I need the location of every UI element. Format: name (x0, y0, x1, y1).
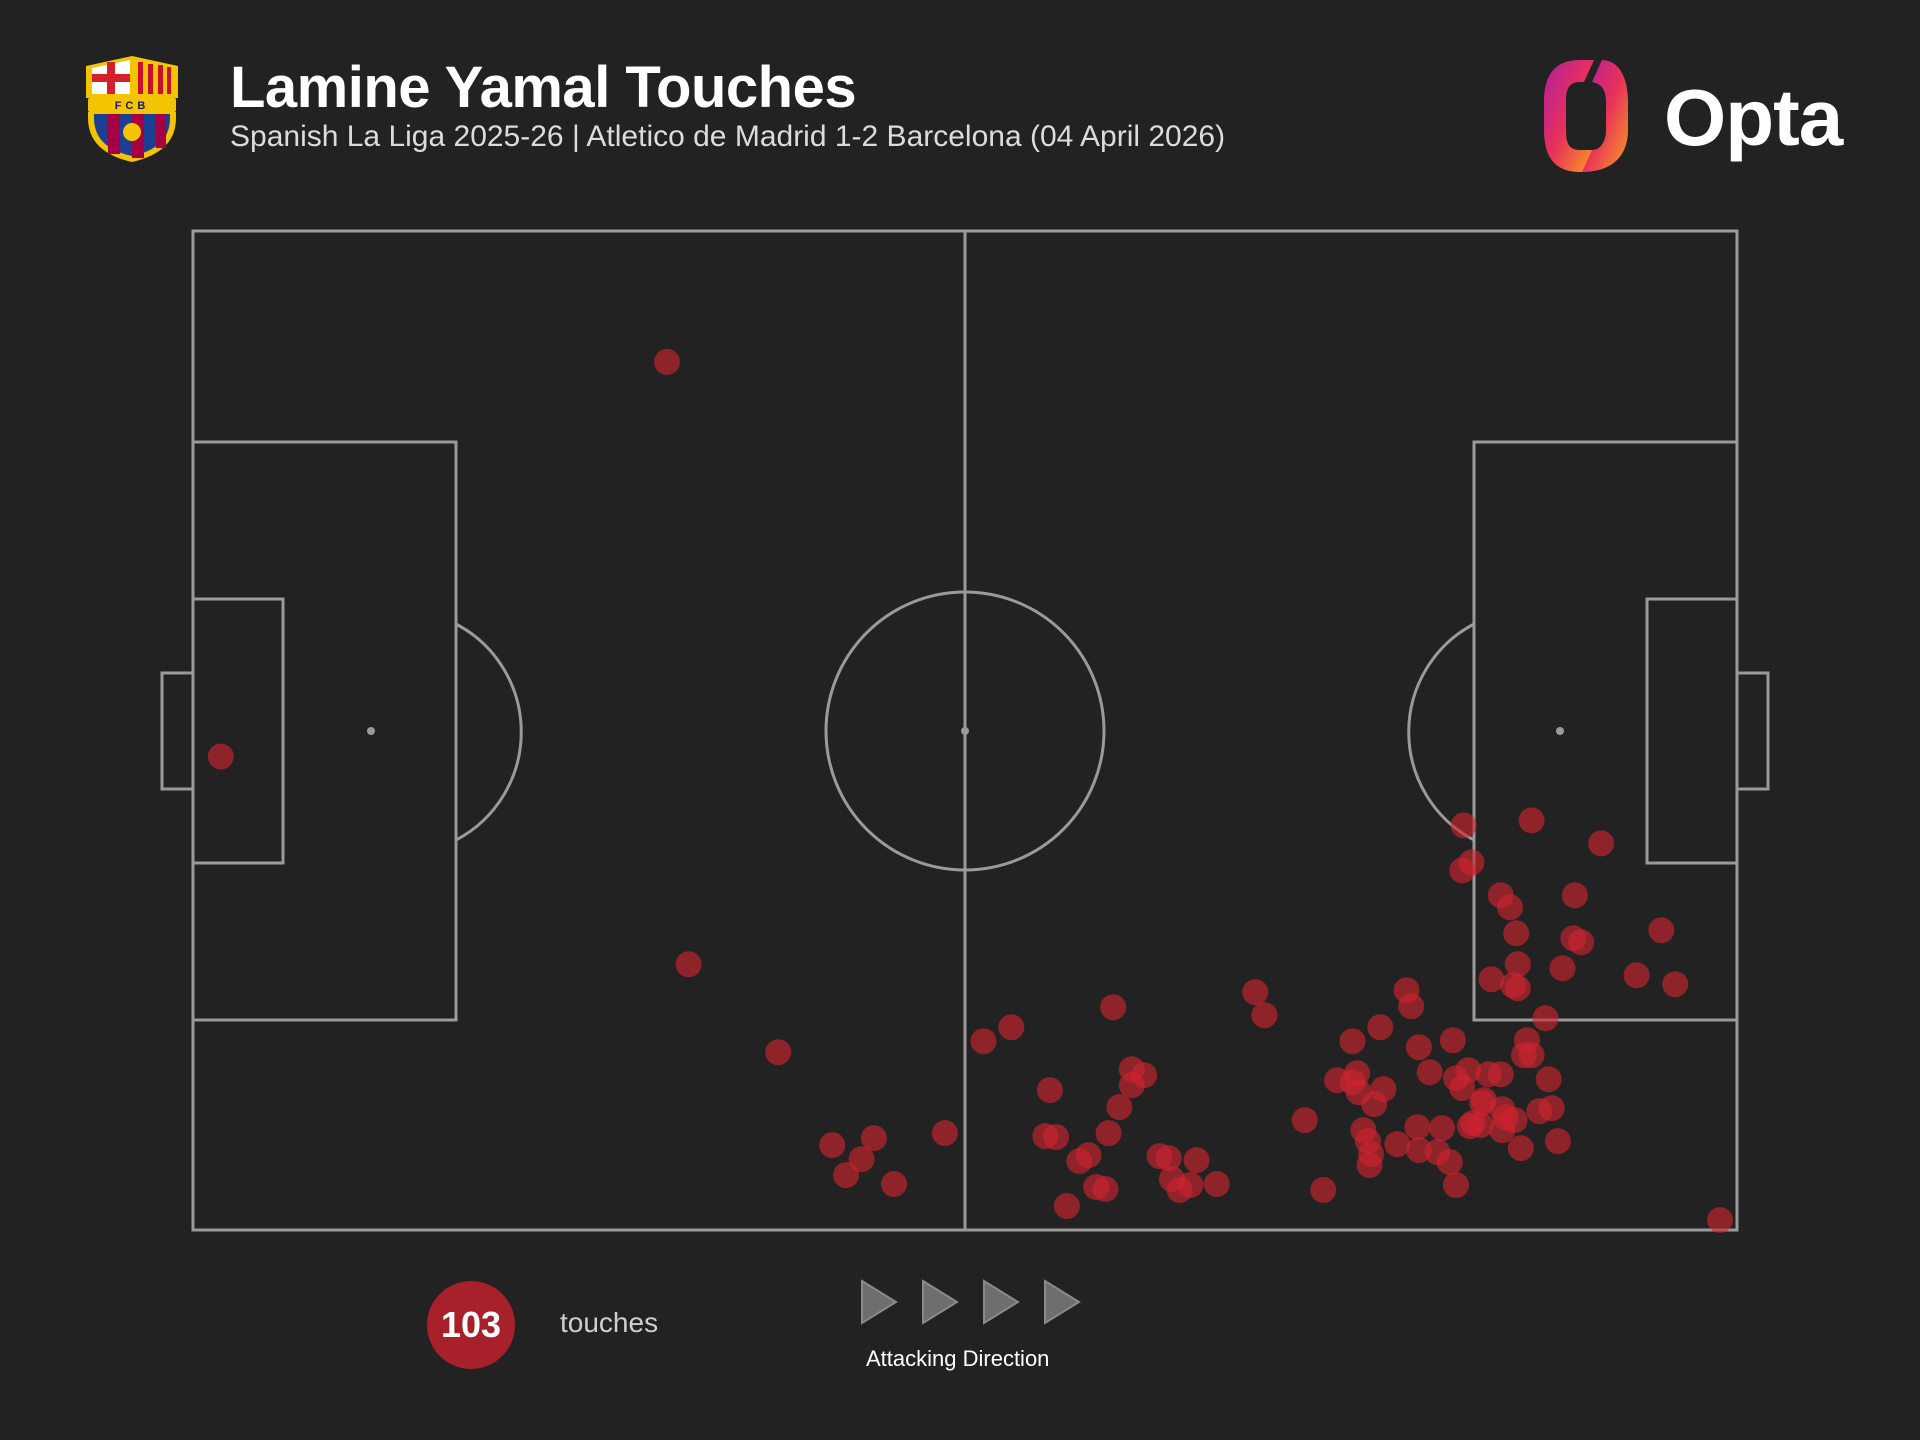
fc-barcelona-crest-icon: FCB (86, 56, 178, 162)
play-arrow-icon (983, 1279, 1020, 1325)
touch-point (1398, 993, 1425, 1020)
touch-count-badge: 103 (427, 1281, 515, 1369)
touch-point (1501, 1107, 1528, 1134)
touch-point (1478, 966, 1505, 993)
touch-point (860, 1125, 887, 1152)
opta-brand-name: Opta (1664, 73, 1843, 162)
centre-circle (824, 590, 1106, 872)
touch-point (1242, 979, 1269, 1006)
crest-letters: FCB (115, 100, 150, 112)
touch-point (1118, 1056, 1145, 1083)
touch-point (1535, 1066, 1562, 1093)
touch-point (1623, 962, 1650, 989)
touch-point (1429, 1115, 1456, 1142)
touch-point (1203, 1171, 1230, 1197)
touch-point (1532, 1005, 1559, 1032)
touch-point (1075, 1142, 1102, 1169)
touch-point (207, 743, 234, 770)
touch-point (833, 1162, 860, 1189)
touch-point (765, 1039, 792, 1066)
touch-point (1344, 1060, 1371, 1087)
touch-point (1549, 955, 1576, 982)
pitch-markings (160, 229, 1770, 1232)
attacking-direction-label: Attacking Direction (866, 1346, 1050, 1371)
left-penalty-arc (455, 622, 523, 842)
touch-point (1053, 1193, 1080, 1219)
touch-point (1467, 1112, 1494, 1139)
touch-point (1450, 812, 1477, 839)
touch-point (1439, 1027, 1466, 1054)
touch-points (207, 348, 1733, 1233)
touch-point (1507, 1135, 1534, 1162)
touch-point (1662, 971, 1689, 998)
touch-point (1648, 917, 1675, 944)
touch-point (1177, 1172, 1204, 1198)
touch-point (1183, 1147, 1210, 1174)
left-penalty-area (191, 440, 458, 1022)
touch-point (931, 1120, 958, 1147)
touch-point (1100, 994, 1127, 1021)
play-arrow-icon (861, 1279, 898, 1325)
play-arrow-icon (1044, 1279, 1081, 1325)
left-goal (160, 671, 195, 791)
touch-point (1405, 1034, 1432, 1061)
centre-spot (961, 727, 969, 735)
touch-point (998, 1014, 1025, 1041)
touch-point (1106, 1094, 1133, 1121)
touch-point (1043, 1124, 1070, 1151)
touch-point (1036, 1077, 1063, 1104)
touch-point (1487, 1061, 1514, 1088)
touch-point (970, 1028, 997, 1055)
touch-point (1356, 1152, 1383, 1179)
right-penalty-spot (1556, 727, 1564, 735)
touch-point (1503, 920, 1530, 947)
touch-point (1588, 830, 1615, 857)
touch-point (1544, 1128, 1571, 1155)
touch-point (1518, 1042, 1545, 1069)
play-arrow-icon (922, 1279, 959, 1325)
touch-point (1092, 1176, 1119, 1202)
attacking-direction-arrows (861, 1279, 1081, 1325)
touch-point (1504, 951, 1531, 978)
touch-point (1560, 925, 1587, 952)
opta-logo-icon (1544, 60, 1628, 172)
touch-count-label: touches (560, 1307, 659, 1338)
touch-point (848, 1146, 875, 1173)
right-six-yard-box (1645, 597, 1739, 865)
touch-point (1707, 1207, 1733, 1233)
touch-point (1155, 1145, 1182, 1172)
right-goal (1735, 671, 1770, 791)
touch-point (1455, 1057, 1482, 1084)
touch-point (1370, 1076, 1397, 1103)
touch-point (1384, 1131, 1411, 1158)
page-title: Lamine Yamal Touches (230, 55, 857, 120)
touch-point (1367, 1014, 1394, 1041)
touch-point (1538, 1095, 1565, 1122)
touch-point (1436, 1149, 1463, 1176)
touch-point (1449, 857, 1476, 884)
right-penalty-arc (1407, 622, 1475, 842)
touch-point (881, 1171, 907, 1197)
touch-point (1310, 1177, 1337, 1203)
match-subtitle: Spanish La Liga 2025-26 | Atletico de Ma… (230, 120, 1226, 153)
touch-point (1291, 1107, 1318, 1134)
touch-point (1518, 807, 1545, 834)
touch-point (1095, 1120, 1122, 1147)
touch-point (1416, 1059, 1443, 1086)
touch-point (1339, 1028, 1366, 1055)
touch-point (675, 951, 702, 978)
touch-point (1443, 1172, 1469, 1198)
touch-point (1561, 882, 1588, 909)
left-penalty-spot (367, 727, 375, 735)
touch-point (654, 348, 680, 375)
touch-point (1404, 1114, 1431, 1141)
touch-point (1504, 975, 1531, 1002)
touch-point (1497, 894, 1523, 921)
touch-point (1251, 1002, 1278, 1029)
touch-point (819, 1132, 846, 1159)
left-six-yard-box (191, 597, 285, 865)
